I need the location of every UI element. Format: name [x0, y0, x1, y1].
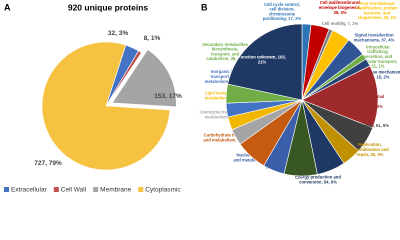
data-label: Translation, ribosomal structure and bioge…	[340, 94, 385, 109]
panel-label: A	[4, 2, 11, 12]
data-label: 153, 17%	[154, 93, 182, 100]
legend-swatch	[4, 187, 9, 192]
legend-swatch	[53, 187, 59, 192]
legend-swatch	[93, 187, 99, 192]
chart-title: 920 unique proteins	[68, 2, 149, 12]
data-label: Replication, recombination and repair, 36,…	[351, 142, 389, 157]
data-label: Lipid transport and metabolism, 25, 3%	[205, 91, 244, 101]
legend-label: Cell Wall	[61, 187, 87, 194]
data-label: Cell wall/membrane/envelope biogenesis, 3…	[319, 0, 361, 15]
data-label: Cell motility, 7, 1%	[322, 21, 359, 26]
legend-label: Cytoplasmic	[145, 187, 181, 194]
data-label: Inorganic ion transport and metabolism, 26…	[205, 69, 244, 84]
data-label: Signal transduction mechanisms, 37, 4%	[354, 33, 395, 43]
data-label: 32, 3%	[108, 30, 128, 37]
pie-slice	[105, 50, 142, 107]
legend-label: Membrane	[100, 187, 131, 194]
pie-slice	[41, 41, 171, 171]
pie-slice	[111, 49, 177, 108]
data-label: Amino acid transport and metabolism, 63, …	[266, 160, 314, 170]
legend-label: Extracellular	[11, 187, 48, 194]
data-label: Function unknown, 193, 21%	[238, 55, 286, 65]
data-label: Secondary metabolites biosynthesis, transp…	[202, 42, 249, 61]
data-label: Intracellular trafficking, secretion, and v…	[359, 44, 398, 68]
figure: A 920 unique proteins B 32, 3% 8, 1% 153, …	[4, 0, 400, 194]
data-label: Post-translational modification, protein t…	[356, 1, 398, 20]
data-label: 8, 1%	[144, 35, 161, 42]
pie-slice	[227, 23, 303, 101]
data-label: Carbohydrate transport and metabolism, 60…	[203, 133, 251, 143]
data-label: 727, 79%	[34, 160, 62, 167]
data-label: Cell cycle control, cell division, chromos…	[263, 2, 302, 21]
legend-swatch	[138, 187, 144, 192]
panel-label: B	[201, 2, 208, 12]
data-label: Transcription, 51, 6%	[347, 123, 389, 128]
data-label: Defense mechanisms,15, 2%	[361, 70, 400, 80]
data-label: Coenzyme transport and metabolism, 31, 3%	[199, 110, 249, 120]
pie-slice	[301, 65, 379, 129]
data-label: Energy production and conversion, 54, 6%	[295, 175, 341, 185]
